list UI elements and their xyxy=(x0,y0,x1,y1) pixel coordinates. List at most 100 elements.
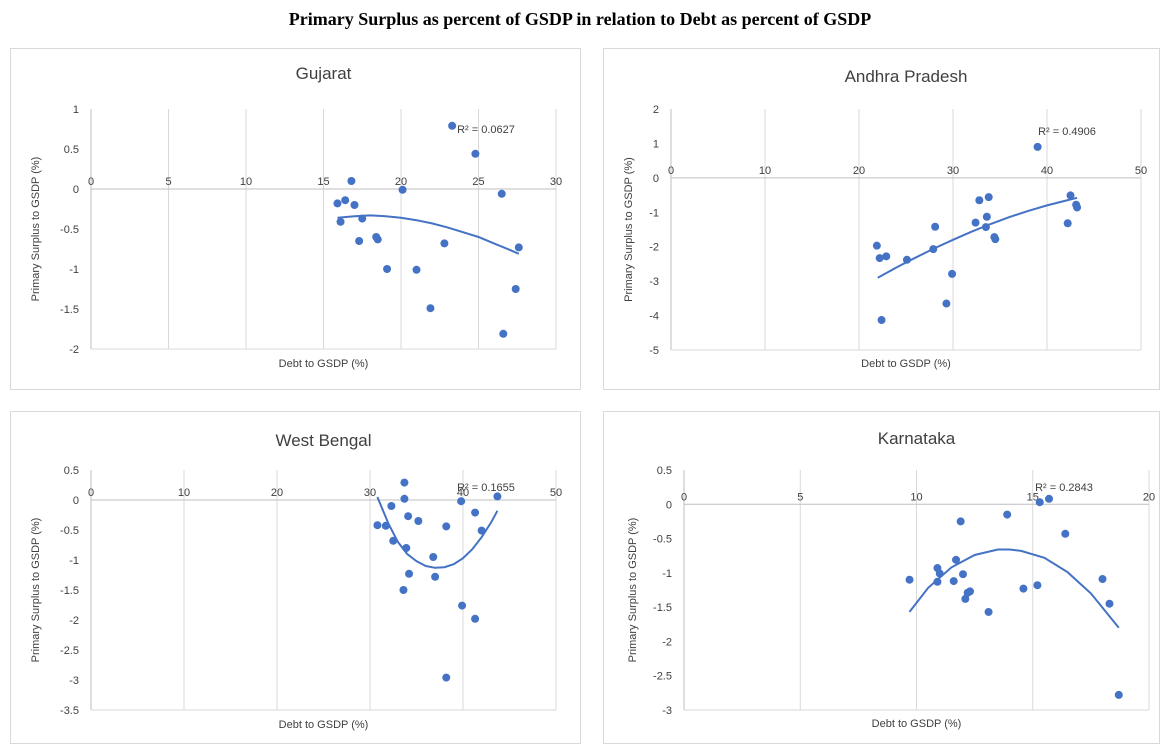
data-point xyxy=(358,214,367,223)
y-tick-label: 0 xyxy=(666,499,672,511)
data-point xyxy=(398,185,407,194)
data-point xyxy=(984,193,993,202)
x-axis-title: Debt to GSDP (%) xyxy=(279,719,369,731)
r-squared-label: R² = 0.4906 xyxy=(1038,126,1096,138)
x-tick-label: 20 xyxy=(1143,491,1155,503)
y-tick-label: -1.5 xyxy=(653,602,672,614)
data-point xyxy=(971,218,980,227)
data-point xyxy=(949,577,958,586)
x-tick-label: 30 xyxy=(364,487,376,499)
y-tick-label: -0.5 xyxy=(653,534,672,546)
data-point xyxy=(948,269,957,278)
data-point xyxy=(426,304,435,313)
y-tick-label: 0 xyxy=(73,184,79,196)
x-tick-label: 10 xyxy=(910,491,922,503)
y-axis-title: Primary Surplus to GSDP (%) xyxy=(627,518,639,663)
x-tick-label: 50 xyxy=(550,487,562,499)
x-tick-label: 0 xyxy=(88,176,94,188)
data-point xyxy=(336,217,345,226)
data-point xyxy=(402,544,411,552)
data-point xyxy=(956,517,965,526)
data-point xyxy=(400,494,409,503)
r-squared-label: R² = 0.1655 xyxy=(457,482,515,494)
x-tick-label: 10 xyxy=(759,165,771,177)
x-tick-label: 20 xyxy=(271,487,283,499)
data-point xyxy=(1098,575,1107,584)
x-tick-label: 0 xyxy=(681,491,687,503)
data-point xyxy=(471,508,480,517)
y-tick-label: -4 xyxy=(649,311,659,323)
y-tick-label: -1.5 xyxy=(60,585,79,597)
data-point xyxy=(381,521,390,530)
data-point xyxy=(882,252,891,261)
y-tick-label: -1 xyxy=(69,555,79,567)
scatter-chart-west-bengal: West Bengal 0 10 20 30 40 50 0.5 0 -0.5 -1 -1.5 -2 -2… xyxy=(30,431,562,731)
r-squared-label: R² = 0.0627 xyxy=(457,124,515,136)
trendline xyxy=(337,214,520,255)
x-tick-label: 30 xyxy=(947,165,959,177)
data-point xyxy=(350,201,359,209)
data-point xyxy=(991,235,1000,244)
x-tick-label: 5 xyxy=(797,491,803,503)
x-tick-label: 40 xyxy=(1041,165,1053,177)
data-point xyxy=(440,239,449,248)
data-point xyxy=(448,121,457,130)
y-tick-label: 0.5 xyxy=(64,465,79,477)
y-axis-title: Primary Surplus to GSDP (%) xyxy=(30,518,42,663)
y-tick-label: -1 xyxy=(69,264,79,276)
data-point xyxy=(383,265,392,273)
data-point xyxy=(471,149,480,158)
data-point xyxy=(981,223,990,232)
y-tick-label: -2.5 xyxy=(60,645,79,657)
y-tick-label: 1 xyxy=(73,104,79,116)
page-title: Primary Surplus as percent of GSDP in re… xyxy=(288,9,872,29)
data-point xyxy=(431,572,440,581)
data-point xyxy=(1033,142,1042,151)
data-point xyxy=(1061,529,1070,538)
data-point xyxy=(942,299,951,308)
y-tick-label: -1 xyxy=(662,568,672,580)
data-point xyxy=(984,607,993,616)
x-tick-label: 0 xyxy=(88,487,94,499)
data-point xyxy=(347,177,356,185)
y-tick-label: -1.5 xyxy=(60,304,79,316)
y-tick-label: 0.5 xyxy=(64,144,79,156)
data-point xyxy=(959,570,967,579)
data-point xyxy=(458,601,467,610)
y-tick-label: -3 xyxy=(662,705,672,717)
data-point xyxy=(1019,584,1028,593)
chart-title-karnataka: Karnataka xyxy=(878,429,956,448)
data-point xyxy=(404,512,413,521)
y-tick-label: -2.5 xyxy=(653,671,672,683)
data-point xyxy=(877,316,886,325)
data-point xyxy=(477,526,486,535)
data-point xyxy=(1003,510,1012,519)
data-point xyxy=(931,222,940,231)
y-tick-label: -3 xyxy=(69,675,79,687)
y-tick-label: -1 xyxy=(649,207,659,219)
x-tick-label: 20 xyxy=(395,176,407,188)
x-axis-title: Debt to GSDP (%) xyxy=(279,358,369,370)
data-point xyxy=(905,575,914,584)
chart-panel-west-bengal: West Bengal 0 10 20 30 40 50 0.5 0 -0.5 -1 -1.5 -2 -2… xyxy=(10,411,581,744)
data-point xyxy=(975,196,984,205)
y-tick-label: -2 xyxy=(649,242,659,254)
data-point xyxy=(387,502,396,510)
x-tick-label: 15 xyxy=(317,176,329,188)
y-tick-label: -2 xyxy=(662,636,672,648)
data-point xyxy=(902,255,911,264)
data-point xyxy=(499,329,508,338)
chart-panel-andhra-pradesh: Andhra Pradesh 0 10 20 30 40 50 2 1 0 -1 -2 -3 -4 -5 R²… xyxy=(603,48,1160,390)
y-tick-label: 0 xyxy=(73,495,79,507)
x-tick-label: 10 xyxy=(240,176,252,188)
data-point xyxy=(493,492,502,501)
data-point xyxy=(341,196,350,205)
data-point xyxy=(389,536,398,545)
y-tick-label: 2 xyxy=(653,104,659,116)
data-point xyxy=(1063,219,1072,228)
data-point xyxy=(1066,191,1075,200)
data-point xyxy=(929,245,938,254)
data-point xyxy=(1114,690,1123,699)
data-point xyxy=(961,594,970,603)
y-axis-title: Primary Surplus to GSDP (%) xyxy=(623,157,635,302)
